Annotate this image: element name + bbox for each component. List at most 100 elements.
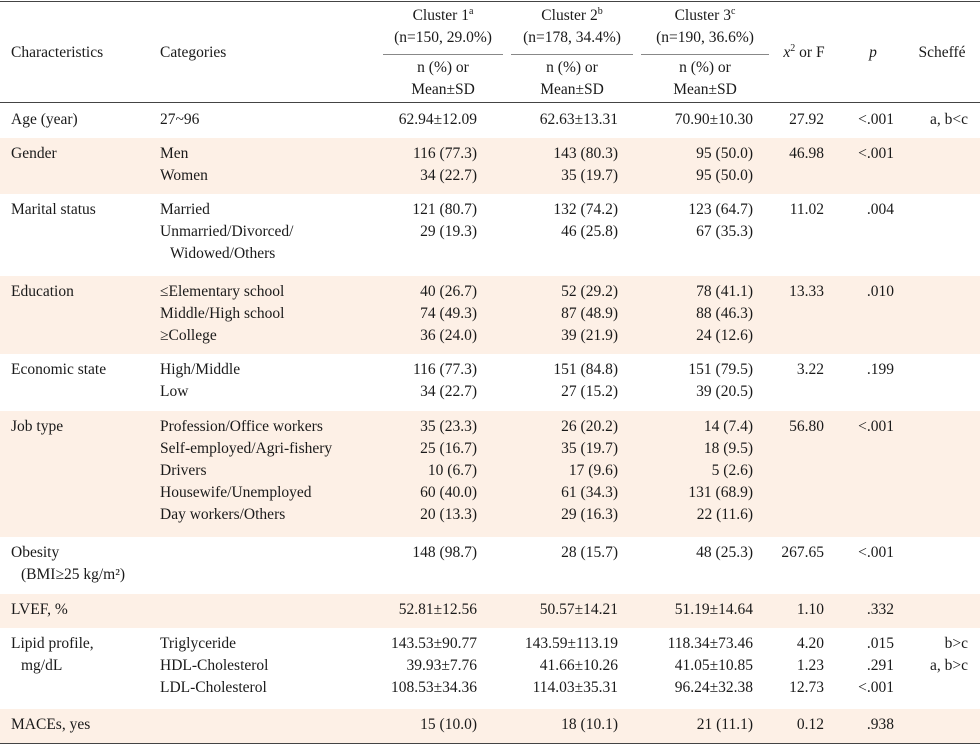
cell-c1: 116 (77.3) 34 (22.7) [383,143,477,187]
cell-c3: 51.19±14.64 [641,599,753,621]
cluster1-sup: a [468,5,474,17]
char-line: mg/dL [21,657,63,674]
cell-stat: 267.65 [760,542,824,564]
stat-line: 13.33 [789,283,824,300]
char-line: Education [11,283,74,300]
cell-p: .332 [840,599,894,621]
c1-line: 62.94±12.09 [398,111,477,128]
cats-line: LDL-Cholesterol [160,679,267,696]
c3-line: 39 (20.5) [696,383,753,400]
header-cluster3: Cluster 3c (n=190, 36.6%) [641,5,769,49]
cell-c3: 14 (7.4) 18 (9.5) 5 (2.6) 131 (68.9) 22 (11.… [641,416,753,526]
cell-c2: 62.63±13.31 [511,109,618,131]
c3-line: 131 (68.9) [688,484,753,501]
cluster2-title: Cluster 2 [541,7,598,24]
c3-line: 151 (79.5) [688,361,753,378]
cell-p: .004 [840,199,894,221]
c1-line: 25 (16.7) [420,440,477,457]
p-line: .332 [866,601,894,618]
c2-line: 35 (19.7) [561,440,618,457]
cats-line: Married [160,201,210,218]
sch-line [904,416,968,438]
cell-cats: ≤Elementary school Middle/High school ≥Col… [160,281,380,347]
c3-line: 14 (7.4) [703,418,753,435]
c2-line: 28 (15.7) [561,544,618,561]
cell-sch [904,714,968,736]
cell-sch [904,199,968,221]
cell-c2: 151 (84.8) 27 (15.2) [511,359,618,403]
c3-line: 18 (9.5) [703,440,753,457]
c2-line: 114.03±35.31 [532,679,618,696]
stat-line: 0.12 [796,716,824,733]
c1-line: 39.93±7.76 [406,657,477,674]
c3-line: 22 (11.6) [696,506,753,523]
bottom-rule [0,743,980,744]
char-line: (BMI≥25 kg/m²) [21,566,125,583]
c1-line: 10 (6.7) [427,462,477,479]
row-band [0,138,980,194]
row-band [0,411,980,537]
header-p: p [846,42,900,64]
cell-cats: Triglyceride HDL-Cholesterol LDL-Cholester… [160,633,380,699]
c3-line: 118.34±73.46 [667,635,753,652]
stat-line: 12.73 [789,679,824,696]
p-line: .010 [866,283,894,300]
sub2-c2: Mean±SD [540,81,604,98]
c3-line: 95 (50.0) [696,145,753,162]
row-band [0,594,980,628]
cell-stat: 46.98 [760,143,824,165]
cell-p: .015 .291 <.001 [840,633,894,699]
sch-line: a, b>c [929,657,968,674]
cell-p: .938 [840,714,894,736]
char-line: Marital status [11,201,96,218]
cats-line: Housewife/Unemployed [160,484,312,501]
cell-cats: Married Unmarried/Divorced/Widowed/Others [160,199,380,265]
cats-line: HDL-Cholesterol [160,657,269,674]
c1-line: 108.53±34.36 [390,679,477,696]
char-line: MACEs, yes [11,716,91,733]
c2-line: 61 (34.3) [561,484,618,501]
c1-line: 148 (98.7) [412,544,477,561]
cell-c1: 40 (26.7) 74 (49.3) 36 (24.0) [383,281,477,347]
stat-line: 11.02 [789,201,824,218]
c1-line: 29 (19.3) [420,223,477,240]
header-cluster1: Cluster 1a (n=150, 29.0%) [383,5,503,49]
stat-line: 27.92 [789,111,824,128]
cell-sch [904,416,968,438]
c2-line: 52 (29.2) [561,283,618,300]
char-line: LVEF, % [11,601,68,618]
c2-line: 27 (15.2) [561,383,618,400]
char-line: Age (year) [11,111,78,128]
cell-sch [904,359,968,381]
cell-c3: 70.90±10.30 [641,109,753,131]
cell-p: .010 [840,281,894,303]
cell-c2: 28 (15.7) [511,542,618,564]
cell-stat: 4.20 1.23 12.73 [760,633,824,699]
cluster3-sup: c [730,5,736,17]
cell-sch: b>c a, b>c [904,633,968,699]
cell-c1: 121 (80.7) 29 (19.3) [383,199,477,243]
p-line: <.001 [858,544,894,561]
row-band [0,276,980,354]
cell-char: Age (year) [11,109,156,131]
c2-line: 29 (16.3) [561,506,618,523]
stat-line: 3.22 [796,361,824,378]
c2-line: 50.57±14.21 [539,601,618,618]
c1-line: 15 (10.0) [420,716,477,733]
sch-line [904,199,968,221]
c1-line: 34 (22.7) [420,167,477,184]
cell-char: Lipid profile, mg/dL [11,633,156,677]
cell-stat: 1.10 [760,599,824,621]
c1-line: 60 (40.0) [420,484,477,501]
c1-line: 36 (24.0) [420,327,477,344]
cell-sch: a, b<c [904,109,968,131]
stat-line: 56.80 [789,418,824,435]
char-line: Economic state [11,361,107,378]
stat-line: 1.10 [796,601,824,618]
cats-line: Women [160,167,208,184]
cell-cats: 27~96 [160,109,380,131]
sch-line: b>c [944,635,968,652]
cats-line: Drivers [160,462,207,479]
cell-char: MACEs, yes [11,714,156,736]
chi-sup: 2 [790,42,796,54]
